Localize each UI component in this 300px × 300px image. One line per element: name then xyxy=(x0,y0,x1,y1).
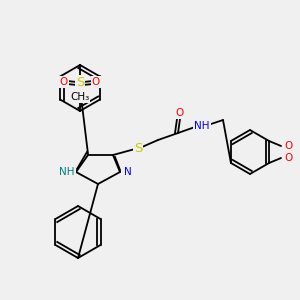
Text: NH: NH xyxy=(59,167,75,177)
Text: NH: NH xyxy=(194,121,210,131)
Text: O: O xyxy=(92,77,100,87)
Text: O: O xyxy=(60,77,68,87)
Text: O: O xyxy=(284,141,292,151)
Text: S: S xyxy=(76,76,84,89)
Text: O: O xyxy=(284,153,292,163)
Text: O: O xyxy=(176,108,184,118)
Text: CH₃: CH₃ xyxy=(70,92,90,102)
Text: N: N xyxy=(124,167,132,177)
Text: S: S xyxy=(134,142,142,154)
